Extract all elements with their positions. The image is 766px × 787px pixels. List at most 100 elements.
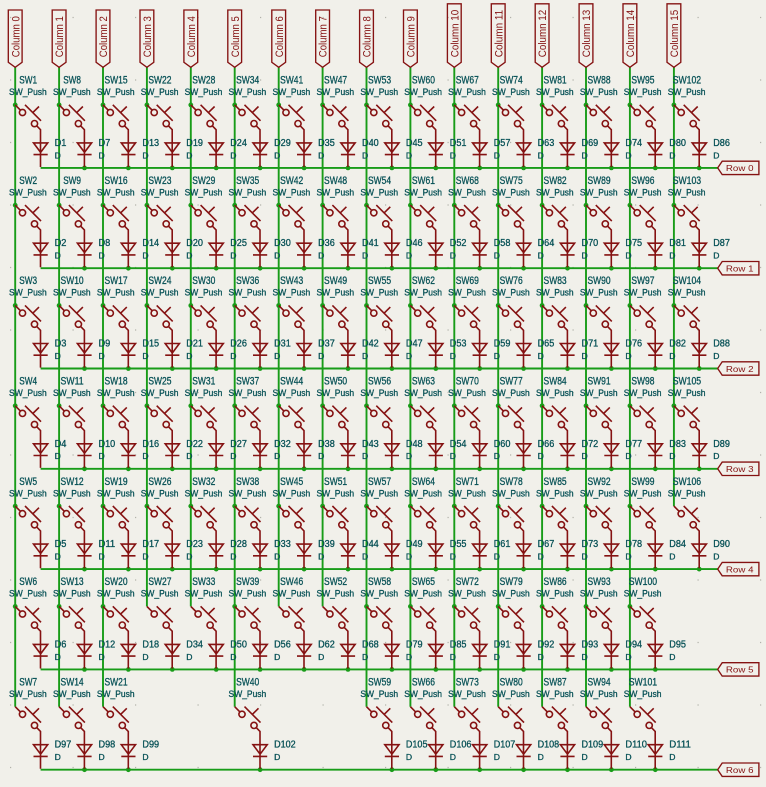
svg-text:D: D — [669, 451, 675, 461]
svg-text:D: D — [362, 351, 368, 361]
svg-text:D51: D51 — [450, 138, 467, 149]
svg-text:D: D — [713, 150, 719, 160]
svg-text:SW51: SW51 — [324, 476, 347, 488]
svg-text:SW9: SW9 — [63, 175, 81, 187]
svg-text:SW101: SW101 — [629, 676, 657, 688]
svg-text:D: D — [230, 251, 236, 261]
svg-text:SW_Push: SW_Push — [668, 488, 706, 498]
svg-text:D: D — [625, 451, 631, 461]
svg-text:D76: D76 — [625, 339, 642, 350]
svg-text:D31: D31 — [274, 339, 291, 350]
svg-text:D: D — [406, 251, 412, 261]
svg-text:D43: D43 — [362, 439, 379, 450]
svg-text:D: D — [142, 652, 148, 662]
svg-text:SW_Push: SW_Push — [536, 87, 574, 97]
svg-text:D: D — [494, 451, 500, 461]
svg-text:D97: D97 — [55, 740, 72, 751]
svg-text:D25: D25 — [230, 238, 247, 249]
svg-text:SW32: SW32 — [192, 476, 215, 488]
svg-text:SW42: SW42 — [280, 175, 303, 187]
svg-text:SW_Push: SW_Push — [185, 488, 223, 498]
svg-text:SW_Push: SW_Push — [316, 288, 354, 298]
svg-text:SW74: SW74 — [500, 75, 523, 87]
svg-text:SW88: SW88 — [587, 75, 610, 87]
svg-text:D: D — [186, 150, 192, 160]
svg-text:SW1: SW1 — [19, 75, 37, 87]
svg-text:D24: D24 — [230, 138, 247, 149]
svg-text:SW_Push: SW_Push — [316, 388, 354, 398]
svg-text:SW15: SW15 — [104, 75, 127, 87]
svg-text:SW38: SW38 — [236, 476, 259, 488]
svg-text:SW_Push: SW_Push — [404, 589, 442, 599]
svg-text:SW_Push: SW_Push — [580, 488, 618, 498]
svg-text:D: D — [362, 552, 368, 562]
svg-text:D: D — [669, 150, 675, 160]
svg-text:D29: D29 — [274, 138, 291, 149]
svg-text:SW23: SW23 — [148, 175, 171, 187]
svg-text:SW_Push: SW_Push — [229, 488, 267, 498]
svg-text:D: D — [230, 150, 236, 160]
svg-text:D106: D106 — [450, 740, 472, 751]
svg-text:SW_Push: SW_Push — [536, 689, 574, 699]
svg-text:D: D — [494, 552, 500, 562]
svg-text:SW41: SW41 — [280, 75, 303, 87]
svg-text:SW_Push: SW_Push — [9, 288, 47, 298]
svg-text:D: D — [450, 150, 456, 160]
svg-text:D28: D28 — [230, 539, 247, 550]
svg-text:D: D — [406, 150, 412, 160]
svg-text:SW_Push: SW_Push — [404, 187, 442, 197]
svg-text:SW73: SW73 — [456, 676, 479, 688]
svg-text:SW_Push: SW_Push — [229, 187, 267, 197]
svg-text:SW5: SW5 — [19, 476, 37, 488]
svg-text:D: D — [274, 652, 280, 662]
svg-text:D: D — [538, 351, 544, 361]
svg-text:SW_Push: SW_Push — [580, 589, 618, 599]
svg-text:D: D — [406, 652, 412, 662]
svg-text:SW_Push: SW_Push — [492, 689, 530, 699]
svg-text:D: D — [274, 150, 280, 160]
svg-text:SW67: SW67 — [456, 75, 479, 87]
svg-text:SW34: SW34 — [236, 75, 259, 87]
svg-text:SW_Push: SW_Push — [53, 187, 91, 197]
svg-text:D91: D91 — [494, 639, 511, 650]
svg-text:Column 5: Column 5 — [230, 16, 242, 57]
svg-text:SW86: SW86 — [544, 576, 567, 588]
svg-text:SW69: SW69 — [456, 275, 479, 287]
svg-text:SW_Push: SW_Push — [97, 288, 135, 298]
svg-text:Column 8: Column 8 — [362, 16, 374, 57]
svg-text:SW_Push: SW_Push — [448, 388, 486, 398]
svg-text:SW96: SW96 — [631, 175, 654, 187]
svg-text:SW_Push: SW_Push — [97, 689, 135, 699]
svg-text:Row 1: Row 1 — [726, 264, 754, 274]
svg-text:SW_Push: SW_Push — [492, 589, 530, 599]
svg-text:D: D — [450, 251, 456, 261]
svg-text:D: D — [362, 150, 368, 160]
svg-text:D11: D11 — [99, 539, 116, 550]
svg-text:SW_Push: SW_Push — [360, 87, 398, 97]
svg-text:SW_Push: SW_Push — [53, 488, 91, 498]
svg-text:SW103: SW103 — [673, 175, 701, 187]
svg-text:SW18: SW18 — [104, 376, 127, 388]
svg-text:D: D — [713, 451, 719, 461]
svg-text:SW_Push: SW_Push — [229, 589, 267, 599]
svg-text:D38: D38 — [318, 439, 335, 450]
svg-text:D32: D32 — [274, 439, 291, 450]
svg-text:SW_Push: SW_Push — [53, 87, 91, 97]
svg-text:SW_Push: SW_Push — [273, 388, 311, 398]
svg-text:D: D — [362, 451, 368, 461]
svg-text:D: D — [142, 552, 148, 562]
svg-text:D58: D58 — [494, 238, 511, 249]
svg-text:SW13: SW13 — [61, 576, 84, 588]
svg-text:SW2: SW2 — [19, 175, 37, 187]
svg-text:SW10: SW10 — [61, 275, 84, 287]
svg-text:SW_Push: SW_Push — [360, 589, 398, 599]
svg-text:SW_Push: SW_Push — [53, 589, 91, 599]
svg-text:Column 15: Column 15 — [669, 10, 681, 57]
svg-text:D49: D49 — [406, 539, 423, 550]
svg-text:D17: D17 — [142, 539, 159, 550]
svg-text:D90: D90 — [713, 539, 730, 550]
svg-text:D: D — [494, 251, 500, 261]
svg-text:D47: D47 — [406, 339, 423, 350]
svg-text:D18: D18 — [142, 639, 159, 650]
svg-text:SW4: SW4 — [19, 376, 37, 388]
